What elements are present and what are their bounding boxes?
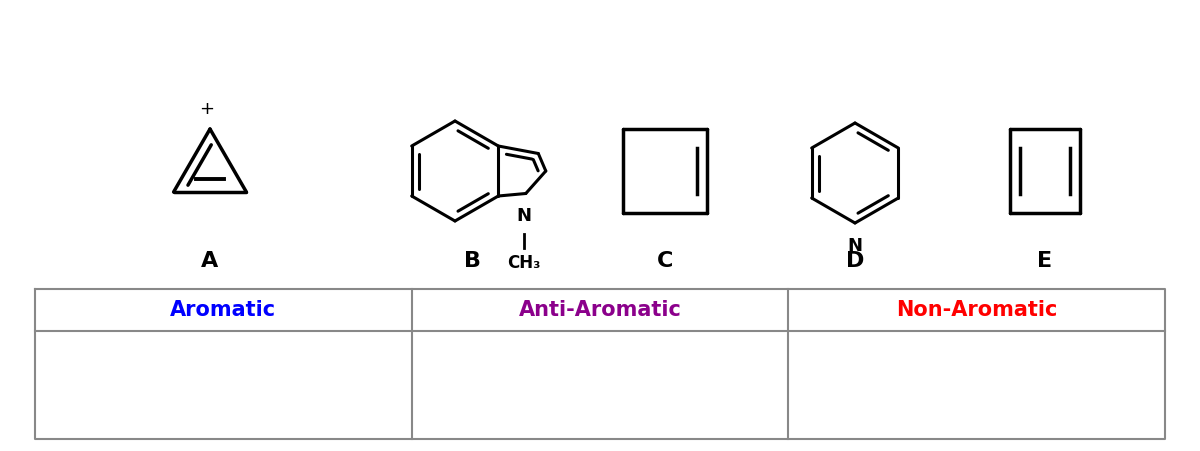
Text: E: E (1038, 251, 1052, 271)
Text: C: C (656, 251, 673, 271)
Text: N: N (516, 207, 532, 225)
Text: Non-Aromatic: Non-Aromatic (896, 300, 1057, 320)
Text: +: + (199, 100, 215, 118)
Text: B: B (463, 251, 480, 271)
Text: A: A (202, 251, 218, 271)
Text: CH₃: CH₃ (508, 253, 540, 272)
Text: Aromatic: Aromatic (170, 300, 276, 320)
Text: D: D (846, 251, 864, 271)
Text: N: N (847, 237, 863, 255)
Text: Anti-Aromatic: Anti-Aromatic (518, 300, 682, 320)
